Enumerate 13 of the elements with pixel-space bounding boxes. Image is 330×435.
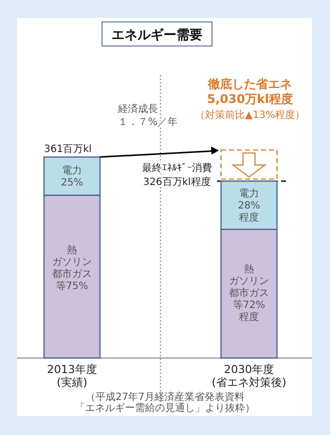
annotation: 361百万kl	[44, 144, 92, 155]
x-tick-label: 2013年度 (実績)	[47, 363, 97, 389]
text: （対策前比▲13%程度）	[195, 109, 305, 121]
chart-title: エネルギー需要	[112, 28, 202, 43]
annotation: 熱ガソリン都市ガス等72%程度	[229, 263, 269, 324]
text: 徹底した省エネ5,030万kl程度	[206, 77, 294, 106]
annotation: 最終ｴﾈﾙｷﾞｰ消費326百万kl程度	[142, 162, 212, 188]
text: （平成27年7月経済産業省発表資料「エネルギー需給の見通し」より抜粋）	[75, 391, 255, 414]
text: 経済成長１．７%／年	[117, 103, 178, 128]
annotation: 電力28%程度	[238, 188, 260, 224]
annotation: 電力25%	[60, 164, 84, 189]
annotation: 熱ガソリン都市ガス等75%	[52, 244, 92, 292]
x-tick-label: 2030年度 (省エネ対策後)	[212, 363, 286, 389]
